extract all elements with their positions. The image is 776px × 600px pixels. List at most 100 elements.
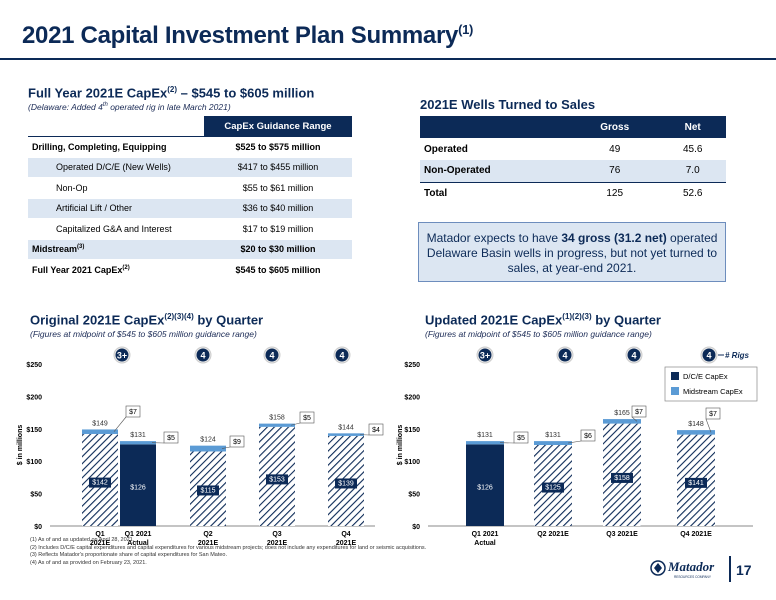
- footnote: (3) Reflects Matador's proportionate sha…: [30, 552, 228, 558]
- midstream-value-label: $9: [233, 439, 241, 446]
- footer-divider: [729, 556, 731, 582]
- midstream-bar: [328, 433, 364, 436]
- dce-value-label: $115: [200, 487, 215, 494]
- wells-net: 52.6: [659, 181, 726, 204]
- capex-row-value: $17 to $19 million: [204, 218, 352, 240]
- y-axis-label: $ in millions: [17, 425, 24, 466]
- capex-row-label: Drilling, Completing, Equipping: [28, 136, 204, 158]
- title-rule: [0, 58, 776, 60]
- x-tick-label: Q4: [341, 531, 350, 538]
- total-label: $131: [545, 432, 561, 439]
- x-tick-label: 2021E: [267, 540, 288, 547]
- midstream-bar: [603, 419, 641, 424]
- wells-col-net: Net: [659, 116, 726, 138]
- dce-label-bg: [266, 474, 288, 485]
- midstream-leader: [113, 416, 127, 432]
- rig-badge: [265, 348, 279, 362]
- x-tick-label: Q1 2021: [472, 531, 499, 538]
- capex-row-label: Capitalized G&A and Interest: [28, 218, 204, 240]
- rig-count: 4: [339, 351, 344, 361]
- midstream-leader: [221, 446, 231, 449]
- y-tick-label: $250: [26, 362, 42, 369]
- logo-text: Matador: [667, 559, 715, 574]
- dce-label-bg: [89, 477, 111, 488]
- footnotes: (1) As of and as updated on April 28, 20…: [30, 537, 426, 567]
- legend-label: D/C/E CapEx: [683, 372, 728, 381]
- page-number: 17: [736, 562, 752, 578]
- dce-value-label: $158: [614, 475, 630, 482]
- legend-swatch-dce: [671, 372, 679, 380]
- chart-left-heading: Original 2021E CapEx(2)(3)(4) by Quarter: [30, 312, 264, 328]
- dce-value-label: $126: [130, 484, 146, 491]
- y-tick-label: $250: [404, 362, 420, 369]
- y-tick-label: $50: [408, 492, 420, 499]
- capex-heading: Full Year 2021E CapEx(2) – $545 to $605 …: [28, 85, 315, 101]
- legend-box: [664, 366, 758, 402]
- total-label: $131: [130, 432, 146, 439]
- y-axis-label: $ in millions: [397, 425, 404, 466]
- wells-table: Gross Net Operated 49 45.6 Non-Operated 76 7.…: [420, 116, 726, 204]
- chart-right-heading: Updated 2021E CapEx(1)(2)(3) by Quarter: [425, 312, 661, 328]
- midstream-bar: [677, 430, 715, 435]
- midstream-leader: [631, 416, 638, 422]
- y-tick-label: $200: [26, 394, 42, 401]
- wells-heading: 2021E Wells Turned to Sales: [420, 97, 596, 112]
- dce-label-bg: [542, 482, 564, 493]
- dce-value-label: $142: [92, 480, 108, 487]
- wells-row-label: Non-Operated: [420, 160, 570, 182]
- dce-value-label: $126: [477, 484, 493, 491]
- total-label: $124: [200, 437, 216, 444]
- y-tick-label: $50: [30, 492, 42, 499]
- capex-col-header: CapEx Guidance Range: [204, 116, 352, 137]
- chart-original-capex: $0 $50 $100 $150 $200 $250 $ in millions $142 $1…: [17, 346, 384, 547]
- midstream-leader: [567, 440, 582, 444]
- midstream-label-box: [631, 405, 647, 418]
- wells-gross: 76: [570, 160, 660, 182]
- capex-row-value: $545 to $605 million: [204, 259, 352, 281]
- footnote: (4) As of and as provided on February 23…: [30, 559, 147, 566]
- midstream-leader: [705, 418, 712, 433]
- page-title: 2021 Capital Investment Plan Summary(1): [22, 22, 474, 49]
- capex-row-label: Artificial Lift / Other: [28, 198, 204, 219]
- logo-subtext: RESOURCES COMPANY: [674, 575, 712, 579]
- wells-gross: 125: [570, 181, 660, 204]
- x-tick-label: Actual: [474, 540, 495, 547]
- capex-row-value: $55 to $61 million: [204, 177, 352, 199]
- total-label: $144: [338, 424, 354, 431]
- rig-count: 4: [562, 351, 567, 361]
- footnote: (1) As of and as updated on April 28, 20…: [30, 537, 135, 543]
- x-tick-label: Q3 2021E: [606, 531, 638, 538]
- rig-count: 4: [706, 351, 711, 361]
- midstream-value-label: $5: [517, 435, 525, 442]
- midstream-value-label: $5: [167, 435, 175, 442]
- footnote: (2) Includes D/C/E capital expenditures …: [30, 544, 427, 551]
- y-tick-label: $100: [26, 459, 42, 466]
- midstream-label-box: [163, 431, 179, 444]
- capex-row-label: Full Year 2021 CapEx(2): [28, 259, 204, 281]
- rig-badge: [558, 348, 572, 362]
- capex-row-label: Operated D/C/E (New Wells): [28, 157, 204, 178]
- wells-net: 45.6: [682, 143, 703, 155]
- matador-logo: Matador RESOURCES COMPANY: [650, 559, 715, 579]
- total-label: $158: [269, 415, 285, 422]
- midstream-label-box: [705, 407, 721, 420]
- x-tick-label: Q3: [272, 531, 281, 538]
- midstream-value-label: $5: [303, 415, 311, 422]
- callout-box: Matador expects to have 34 gross (31.2 n…: [418, 222, 726, 282]
- midstream-label-box: [368, 423, 384, 436]
- y-tick-label: $150: [404, 427, 420, 434]
- dce-label-bg: [611, 472, 633, 483]
- wells-gross: 49: [609, 143, 621, 155]
- capex-row-label: Non-Op: [28, 177, 204, 199]
- midstream-label-box: [125, 405, 141, 418]
- x-tick-label: 2021E: [90, 540, 111, 547]
- dce-bar: [466, 444, 504, 526]
- rig-badge: [478, 348, 492, 362]
- y-tick-label: $150: [26, 427, 42, 434]
- rig-badge: [627, 348, 641, 362]
- rig-badge: [335, 348, 349, 362]
- rigs-label: # Rigs: [725, 351, 750, 360]
- midstream-value-label: $7: [129, 409, 137, 416]
- rig-badge: [115, 348, 129, 362]
- midstream-label-box: [580, 429, 596, 442]
